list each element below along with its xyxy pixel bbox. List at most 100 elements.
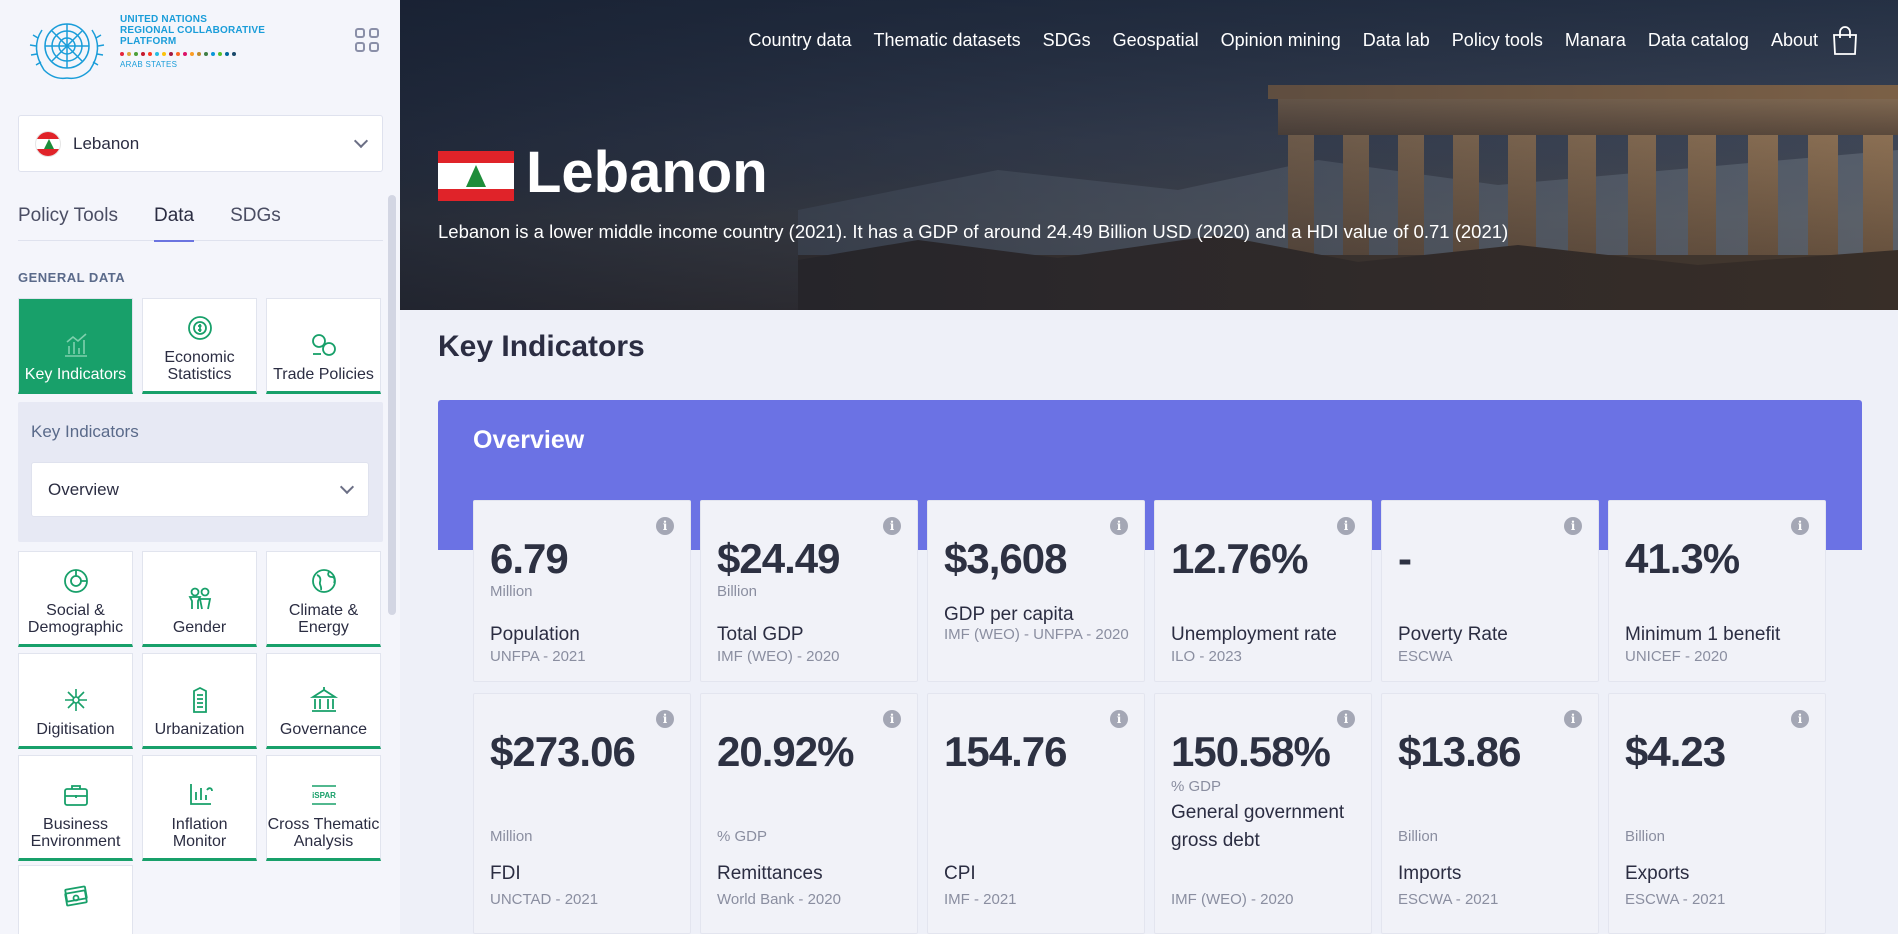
indicator-card-imports[interactable]: i $13.86 Billion Imports ESCWA - 2021: [1381, 693, 1599, 934]
info-icon[interactable]: i: [1791, 517, 1809, 535]
sdg-dot: [232, 52, 236, 56]
indicator-card-poverty-rate[interactable]: i - Poverty Rate ESCWA: [1381, 500, 1599, 682]
sdg-dot: [134, 52, 138, 56]
tile-business-environment[interactable]: Business Environment: [18, 755, 133, 861]
indicator-card-minimum-1-benefit[interactable]: i 41.3% Minimum 1 benefit UNICEF - 2020: [1608, 500, 1826, 682]
tab-policy-tools[interactable]: Policy Tools: [18, 205, 118, 226]
nav-geospatial[interactable]: Geospatial: [1112, 30, 1199, 50]
tile-digitisation[interactable]: Digitisation: [18, 653, 133, 749]
country-select-value: Lebanon: [73, 133, 140, 153]
government-building-icon: [309, 687, 338, 712]
sdg-color-dots: [120, 52, 265, 56]
info-icon[interactable]: i: [1110, 710, 1128, 728]
indicator-value: $4.23: [1625, 728, 1726, 775]
info-icon[interactable]: i: [883, 710, 901, 728]
indicator-unit: % GDP: [717, 828, 768, 845]
indicator-name: Remittances: [717, 863, 823, 884]
info-icon[interactable]: i: [1791, 710, 1809, 728]
indicator-source: ESCWA - 2021: [1625, 891, 1726, 908]
tile-gender[interactable]: Gender: [142, 551, 257, 647]
tab-sdgs[interactable]: SDGs: [230, 205, 281, 226]
indicator-source: ESCWA: [1398, 648, 1453, 665]
top-navigation: Country data Thematic datasets SDGs Geos…: [748, 30, 1818, 51]
indicator-group-select[interactable]: Overview: [31, 462, 369, 517]
chevron-down-icon: [353, 133, 369, 148]
nav-data-catalog[interactable]: Data catalog: [1647, 30, 1749, 50]
info-icon[interactable]: i: [656, 710, 674, 728]
nav-thematic-datasets[interactable]: Thematic datasets: [873, 30, 1021, 50]
briefcase-icon: [63, 785, 88, 806]
tile-cross-thematic-analysis[interactable]: iSPAR Cross Thematic Analysis: [266, 755, 381, 861]
indicator-unit: Billion: [1398, 828, 1439, 845]
indicator-card-population[interactable]: i 6.79 Million Population UNFPA - 2021: [473, 500, 691, 682]
sdg-dot: [162, 52, 166, 56]
ispar-label: iSPAR: [312, 791, 336, 800]
tile-label: Cross Thematic Analysis: [267, 816, 380, 850]
main-content: Country data Thematic datasets SDGs Geos…: [400, 0, 1898, 934]
sdg-dot: [176, 52, 180, 56]
nav-country-data[interactable]: Country data: [748, 30, 852, 50]
indicator-card-exports[interactable]: i $4.23 Billion Exports ESCWA - 2021: [1608, 693, 1826, 934]
indicator-value: 154.76: [944, 728, 1067, 775]
tile-economic-statistics[interactable]: Economic Statistics: [142, 298, 257, 394]
indicator-name: Total GDP: [717, 624, 804, 645]
indicator-card-unemployment-rate[interactable]: i 12.76% Unemployment rate ILO - 2023: [1154, 500, 1372, 682]
indicator-name: GDP per capita: [944, 604, 1074, 625]
indicator-card-gdp-per-capita[interactable]: i $3,608 GDP per capita IMF (WEO) - UNFPA -…: [927, 500, 1145, 682]
sdg-dot: [141, 52, 145, 56]
indicator-source: UNCTAD - 2021: [490, 891, 599, 908]
indicator-value: 41.3%: [1625, 535, 1740, 582]
shopping-bag-icon[interactable]: [1832, 26, 1858, 56]
info-icon[interactable]: i: [1110, 517, 1128, 535]
info-icon[interactable]: i: [1564, 517, 1582, 535]
info-icon[interactable]: i: [656, 517, 674, 535]
chevron-down-icon: [339, 479, 355, 494]
nav-manara[interactable]: Manara: [1564, 30, 1626, 50]
tile-trade-policies[interactable]: Trade Policies: [266, 298, 381, 394]
indicator-card-total-gdp[interactable]: i $24.49 Billion Total GDP IMF (WEO) - 2020: [700, 500, 918, 682]
nav-sdgs[interactable]: SDGs: [1042, 30, 1091, 50]
tile-label: Climate & Energy: [288, 602, 359, 636]
indicator-name: Minimum 1 benefit: [1625, 624, 1781, 645]
tile-governance[interactable]: Governance: [266, 653, 381, 749]
indicator-name: FDI: [490, 863, 521, 884]
tile-social-demographic[interactable]: Social & Demographic: [18, 551, 133, 647]
info-icon[interactable]: i: [883, 517, 901, 535]
apps-grid-icon[interactable]: [355, 28, 379, 52]
indicator-card-remittances[interactable]: i 20.92% % GDP Remittances World Bank - 2020: [700, 693, 918, 934]
tile-climate-energy[interactable]: Climate & Energy: [266, 551, 381, 647]
indicator-unit: Billion: [1625, 828, 1666, 845]
indicator-card-fdi[interactable]: i $273.06 Million FDI UNCTAD - 2021: [473, 693, 691, 934]
country-select[interactable]: Lebanon: [18, 115, 383, 172]
indicator-unit: Million: [490, 828, 533, 845]
tile-key-indicators[interactable]: Key Indicators: [18, 298, 133, 394]
indicator-name: Imports: [1398, 863, 1462, 884]
nav-policy-tools[interactable]: Policy tools: [1451, 30, 1543, 50]
indicator-name: Population: [490, 624, 580, 645]
info-icon[interactable]: i: [1337, 710, 1355, 728]
sidebar-scrollbar[interactable]: [388, 195, 396, 615]
indicator-value: 12.76%: [1171, 535, 1308, 582]
tile-cash[interactable]: [18, 865, 133, 934]
indicator-unit: Billion: [717, 583, 758, 600]
tile-label: Economic Statistics: [164, 349, 235, 383]
un-logo[interactable]: UNITED NATIONS REGIONAL COLLABORATIVE PL…: [22, 10, 265, 84]
indicator-source: World Bank - 2020: [717, 891, 841, 908]
nav-about[interactable]: About: [1770, 30, 1818, 50]
info-icon[interactable]: i: [1337, 517, 1355, 535]
country-title: Lebanon: [526, 140, 768, 205]
indicator-card-general-government-gross-debt[interactable]: i 150.58% % GDP General government gross de…: [1154, 693, 1372, 934]
indicator-name: Unemployment rate: [1171, 624, 1337, 645]
sdg-dot: [218, 52, 222, 56]
indicator-card-cpi[interactable]: i 154.76 CPI IMF - 2021: [927, 693, 1145, 934]
tile-inflation-monitor[interactable]: Inflation Monitor: [142, 755, 257, 861]
nav-data-lab[interactable]: Data lab: [1362, 30, 1430, 50]
tile-urbanization[interactable]: Urbanization: [142, 653, 257, 749]
sdg-dot: [155, 52, 159, 56]
country-description: Lebanon is a lower middle income country…: [438, 221, 1509, 242]
tab-data[interactable]: Data: [153, 205, 195, 242]
info-icon[interactable]: i: [1564, 710, 1582, 728]
nav-opinion-mining[interactable]: Opinion mining: [1220, 30, 1341, 50]
overview-section: Overview i 6.79 Million Population UNFPA - 2…: [438, 400, 1862, 934]
indicator-source: UNICEF - 2020: [1625, 648, 1728, 665]
